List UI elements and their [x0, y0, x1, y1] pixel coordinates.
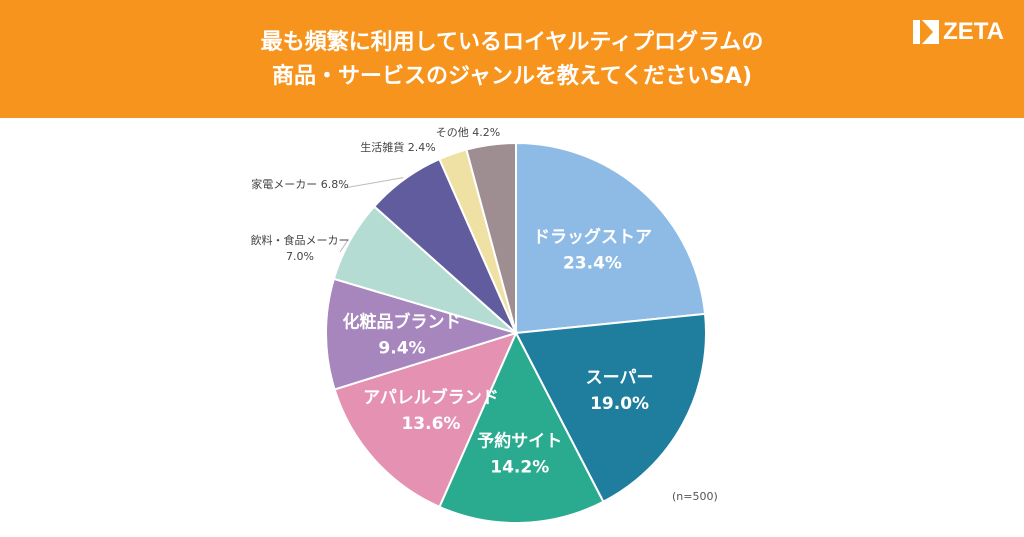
- sample-size-note: (n=500): [672, 490, 718, 503]
- slice-value-label: 23.4%: [563, 253, 622, 273]
- slice-value-label: 14.2%: [490, 458, 549, 478]
- logo-text: ZETA: [943, 18, 1004, 45]
- slice-label: ドラッグストア: [533, 226, 652, 247]
- pie-slice: [514, 312, 707, 504]
- pie-slice: [465, 141, 517, 334]
- leader-line: [343, 177, 404, 189]
- slice-label: 家電メーカー: [251, 177, 321, 191]
- pie-slice: [325, 277, 520, 391]
- pie-slice: [515, 141, 707, 335]
- outside-label: その他 4.2%: [436, 126, 500, 139]
- slice-value-label: 6.8%: [321, 178, 349, 191]
- pie-slice: [333, 331, 518, 509]
- header-banner: [0, 0, 1024, 118]
- slice-value-label: 13.6%: [401, 414, 460, 434]
- pie-chart: ドラッグストア 23.4% スーパー 19.0% 予約サイト 14.2% アパレルブランド 1…: [251, 126, 707, 524]
- zeta-mark-icon: [913, 20, 940, 44]
- slice-label: その他: [436, 126, 473, 139]
- slice-value-label: 7.0%: [286, 250, 314, 263]
- slice-label: 化粧品ブランド: [343, 312, 462, 333]
- slice-label: アパレルブランド: [363, 387, 499, 408]
- page-title: 最も頻繁に利用しているロイヤルティプログラムの 商品・サービスのジャンルを教えて…: [160, 26, 864, 94]
- slice-label: 予約サイト: [477, 431, 562, 452]
- pie-slice: [438, 330, 605, 524]
- slice-value-label: 9.4%: [378, 339, 425, 359]
- slice-value-label: 2.4%: [408, 141, 436, 154]
- zeta-logo: ZETA: [913, 18, 1004, 46]
- slice-label: 生活雑貨: [360, 140, 408, 154]
- slice-label: 飲料・食品メーカー: [251, 233, 350, 247]
- outside-label: 家電メーカー 6.8%: [251, 177, 348, 191]
- title-line-1: 最も頻繁に利用しているロイヤルティプログラムの: [260, 30, 764, 55]
- leader-line: [339, 239, 349, 253]
- slice-label: スーパー: [586, 368, 654, 388]
- slice-value-label: 4.2%: [472, 126, 500, 139]
- outside-label: 生活雑貨 2.4%: [360, 140, 435, 154]
- slice-value-label: 19.0%: [590, 394, 649, 414]
- title-line-2: 商品・サービスのジャンルを教えてくださいSA): [271, 64, 753, 89]
